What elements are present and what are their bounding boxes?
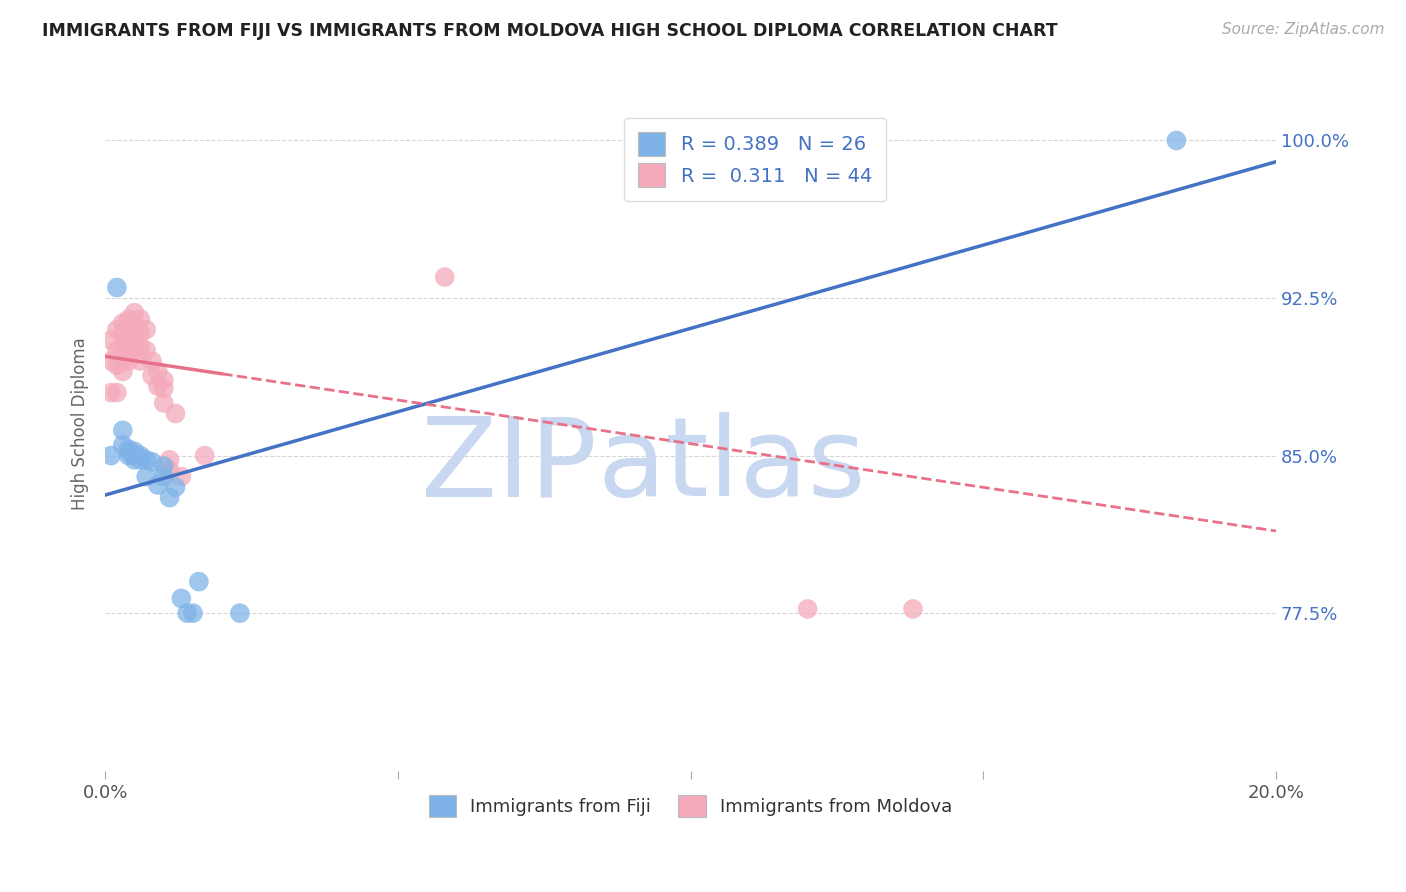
Point — [124, 452, 146, 467]
Point — [152, 381, 174, 395]
Point — [146, 478, 169, 492]
Point — [111, 316, 134, 330]
Point — [117, 343, 139, 358]
Text: IMMIGRANTS FROM FIJI VS IMMIGRANTS FROM MOLDOVA HIGH SCHOOL DIPLOMA CORRELATION : IMMIGRANTS FROM FIJI VS IMMIGRANTS FROM … — [42, 22, 1057, 40]
Point — [181, 606, 204, 620]
Point — [105, 358, 128, 372]
Point — [135, 343, 157, 358]
Point — [901, 602, 924, 616]
Point — [141, 354, 163, 368]
Point — [124, 449, 146, 463]
Point — [159, 463, 181, 477]
Point — [135, 469, 157, 483]
Point — [124, 316, 146, 330]
Point — [111, 365, 134, 379]
Point — [129, 312, 152, 326]
Point — [124, 343, 146, 358]
Point — [111, 326, 134, 341]
Point — [111, 423, 134, 437]
Point — [194, 449, 217, 463]
Point — [152, 396, 174, 410]
Point — [152, 373, 174, 387]
Point — [146, 379, 169, 393]
Legend: Immigrants from Fiji, Immigrants from Moldova: Immigrants from Fiji, Immigrants from Mo… — [422, 788, 959, 824]
Point — [229, 606, 252, 620]
Point — [135, 322, 157, 336]
Point — [117, 449, 139, 463]
Point — [100, 354, 122, 368]
Point — [100, 449, 122, 463]
Y-axis label: High School Diploma: High School Diploma — [72, 338, 89, 510]
Point — [105, 322, 128, 336]
Point — [152, 469, 174, 483]
Point — [141, 368, 163, 383]
Point — [141, 455, 163, 469]
Point — [105, 280, 128, 294]
Point — [129, 452, 152, 467]
Point — [117, 444, 139, 458]
Text: ZIP: ZIP — [422, 412, 598, 519]
Point — [170, 469, 193, 483]
Point — [124, 444, 146, 458]
Text: Source: ZipAtlas.com: Source: ZipAtlas.com — [1222, 22, 1385, 37]
Point — [117, 442, 139, 457]
Text: atlas: atlas — [598, 412, 866, 519]
Point — [105, 343, 128, 358]
Point — [105, 385, 128, 400]
Point — [100, 333, 122, 347]
Point — [111, 337, 134, 351]
Point — [111, 343, 134, 358]
Point — [146, 365, 169, 379]
Point — [117, 322, 139, 336]
Point — [796, 602, 818, 616]
Point — [152, 459, 174, 474]
Point — [117, 312, 139, 326]
Point — [117, 333, 139, 347]
Point — [176, 606, 198, 620]
Point — [129, 326, 152, 341]
Point — [165, 480, 187, 494]
Point — [124, 306, 146, 320]
Point — [100, 385, 122, 400]
Point — [117, 354, 139, 368]
Point — [124, 328, 146, 343]
Point — [129, 354, 152, 368]
Point — [111, 354, 134, 368]
Point — [129, 449, 152, 463]
Point — [433, 270, 456, 285]
Point — [170, 591, 193, 606]
Point — [165, 407, 187, 421]
Point — [129, 339, 152, 353]
Point — [159, 491, 181, 505]
Point — [187, 574, 209, 589]
Point — [720, 133, 742, 147]
Point — [135, 452, 157, 467]
Point — [1166, 133, 1188, 147]
Point — [111, 438, 134, 452]
Point — [159, 452, 181, 467]
